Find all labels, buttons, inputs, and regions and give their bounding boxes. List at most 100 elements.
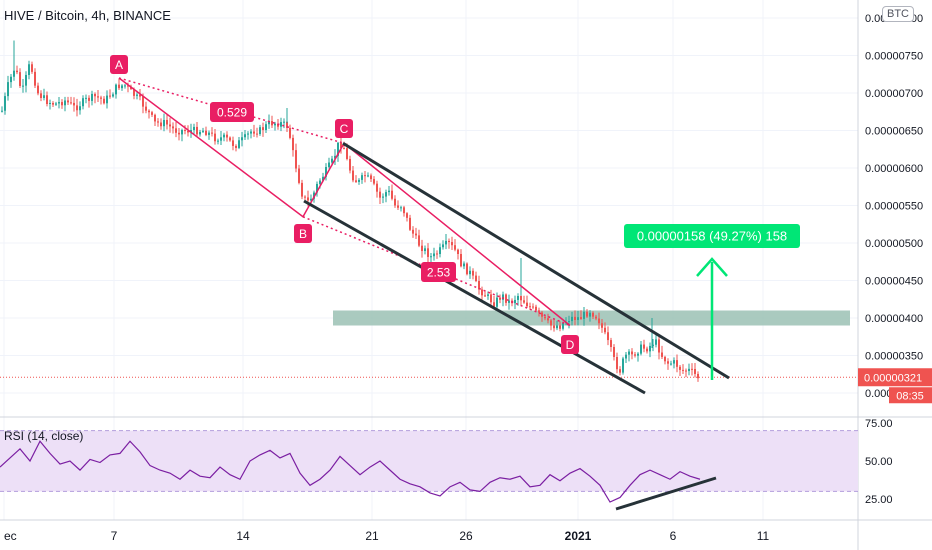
bd-dotted-line[interactable] — [302, 216, 571, 327]
candle-body — [550, 320, 552, 326]
candle-body — [316, 183, 318, 193]
price-axis[interactable]: 0.000008000.000007500.000007000.00000650… — [858, 13, 932, 404]
candle-body — [220, 137, 222, 141]
rsi-tick-label: 75.00 — [865, 418, 893, 430]
candle-body — [4, 96, 6, 111]
candle-body — [196, 126, 198, 135]
candle-body — [64, 100, 66, 106]
candle-body — [583, 311, 585, 319]
candle-body — [214, 133, 216, 142]
price-tick-label: 0.00000550 — [865, 201, 923, 213]
candle-body — [199, 131, 201, 135]
candle-body — [613, 347, 615, 357]
pattern-drawings[interactable]: A B C D 0.529 2.53 0.00000158 (49.27%) 158 — [110, 55, 800, 395]
ac-dotted-line[interactable] — [118, 77, 345, 144]
rsi-title[interactable]: RSI (14, close) — [4, 429, 84, 443]
channel-upper-line[interactable] — [342, 141, 730, 380]
candle-body — [10, 76, 12, 83]
candle-body — [535, 306, 537, 311]
candle-body — [406, 213, 408, 218]
candle-body — [55, 103, 57, 105]
candle-body — [148, 110, 150, 113]
candle-body — [502, 294, 504, 300]
candle-body — [460, 253, 462, 267]
time-axis[interactable]: ec 7 14 21 26 2021 6 11 — [4, 529, 770, 543]
candle-body — [172, 126, 174, 129]
candle-body — [178, 132, 180, 135]
candle-body — [100, 97, 102, 99]
symbol-title[interactable]: HIVE / Bitcoin, 4h, BINANCE — [4, 8, 171, 23]
candle-body — [16, 70, 18, 73]
time-tick-label: 21 — [365, 529, 379, 543]
candle-body — [589, 312, 591, 317]
candle-body — [181, 130, 183, 135]
point-label-d-box — [561, 335, 579, 354]
candlestick-series — [0, 40, 858, 382]
candle-body — [478, 280, 480, 290]
candle-body — [157, 121, 159, 123]
last-price-badge-box — [858, 368, 932, 387]
price-tick-label: 0.00000600 — [865, 163, 923, 175]
candle-body — [85, 97, 87, 99]
candle-body — [169, 124, 171, 127]
candle-body — [334, 155, 336, 159]
currency-badge[interactable]: BTC — [882, 6, 914, 22]
candle-body — [649, 345, 651, 352]
candle-body — [520, 295, 522, 301]
candle-body — [514, 299, 516, 304]
point-label-d[interactable]: D — [561, 335, 579, 354]
candle-body — [484, 295, 486, 297]
candle-body — [538, 310, 540, 313]
candle-body — [94, 93, 96, 97]
countdown-badge-text: 08:35 — [896, 390, 924, 402]
point-label-a[interactable]: A — [110, 55, 128, 74]
candle-body — [238, 140, 240, 148]
rsi-tick-label: 50.00 — [865, 456, 893, 468]
rsi-divergence-line[interactable] — [615, 476, 717, 511]
price-tick-label: 0.00000400 — [865, 313, 923, 325]
candle-body — [352, 170, 354, 181]
candle-body — [652, 344, 654, 346]
candle-body — [208, 132, 210, 135]
target-label[interactable]: 0.00000158 (49.27%) 158 — [624, 224, 800, 248]
point-label-c[interactable]: C — [335, 119, 353, 138]
candle-body — [154, 114, 156, 122]
candle-body — [358, 179, 360, 182]
ratio-label-ac[interactable]: 0.529 — [210, 102, 254, 122]
point-label-b[interactable]: B — [294, 224, 312, 243]
candle-body — [43, 95, 45, 98]
candle-body — [97, 96, 99, 98]
candle-body — [91, 93, 93, 101]
candle-body — [223, 134, 225, 138]
candle-body — [664, 356, 666, 362]
last-price-badge[interactable]: 0.00000321 — [858, 368, 932, 387]
candle-body — [271, 121, 273, 126]
candle-body — [697, 373, 699, 379]
candle-body — [109, 95, 111, 97]
candle-body — [337, 142, 339, 156]
candle-body — [355, 180, 357, 182]
candle-body — [193, 126, 195, 131]
ratio-label-bd[interactable]: 2.53 — [421, 262, 456, 282]
candle-body — [49, 102, 51, 104]
ratio-label-bd-box — [421, 262, 456, 282]
resistance-zone[interactable] — [333, 310, 850, 326]
countdown-badge: 08:35 — [889, 387, 932, 404]
candle-body — [127, 85, 129, 87]
candle-body — [646, 348, 648, 352]
channel-lower-line[interactable] — [303, 199, 646, 395]
candle-body — [547, 318, 549, 321]
candle-body — [556, 325, 558, 329]
candle-body — [436, 253, 438, 255]
candle-body — [226, 134, 228, 138]
candle-body — [433, 253, 435, 257]
candle-body — [658, 339, 660, 353]
candle-body — [187, 130, 189, 133]
candle-body — [466, 263, 468, 275]
abcd-pattern-line[interactable] — [118, 77, 571, 327]
candle-body — [106, 95, 108, 104]
candle-body — [517, 295, 519, 300]
candle-body — [610, 340, 612, 348]
candle-body — [295, 150, 297, 169]
